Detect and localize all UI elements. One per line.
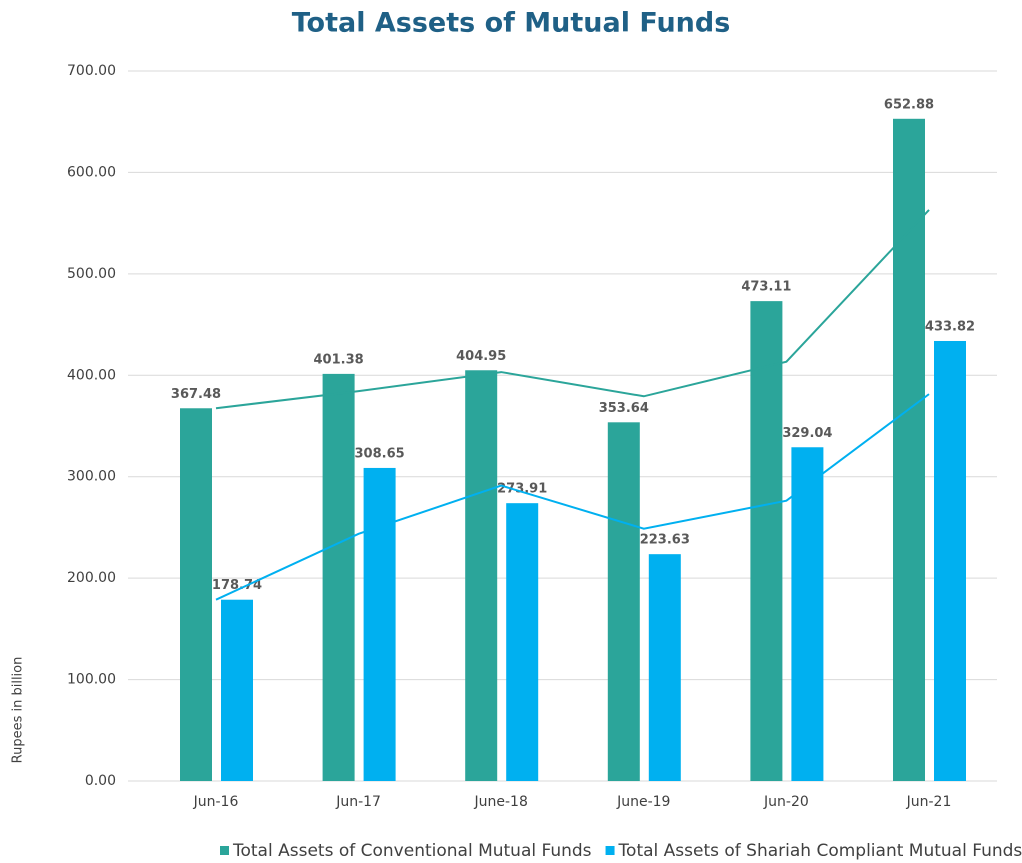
y-tick-label: 700.00 — [67, 63, 116, 79]
legend-label: Total Assets of Conventional Mutual Fund… — [232, 841, 592, 861]
value-label: 401.38 — [314, 352, 364, 367]
bar — [607, 422, 640, 781]
bar — [221, 599, 253, 781]
bar — [363, 467, 396, 781]
trend-line — [215, 393, 930, 601]
y-tick-label: 200.00 — [67, 570, 116, 586]
bar — [934, 340, 966, 781]
x-tick-label: Jun-21 — [906, 794, 952, 810]
bar — [506, 503, 539, 781]
y-tick-label: 100.00 — [67, 672, 116, 688]
y-axis-label: Rupees in billion — [11, 657, 26, 764]
bar — [893, 118, 925, 781]
value-label: 178.74 — [212, 578, 262, 593]
value-label: 308.65 — [355, 446, 405, 461]
y-tick-label: 600.00 — [67, 164, 116, 180]
bar — [648, 554, 681, 781]
bar — [465, 370, 498, 781]
value-label: 652.88 — [884, 97, 934, 112]
value-label: 404.95 — [456, 349, 506, 364]
x-tick-label: Jun-20 — [763, 794, 809, 810]
bar — [180, 408, 212, 781]
x-tick-label: June-18 — [474, 794, 528, 810]
value-label: 473.11 — [741, 280, 791, 295]
value-label: 223.63 — [640, 533, 690, 548]
chart-title: Total Assets of Mutual Funds — [292, 8, 731, 39]
y-tick-label: 300.00 — [67, 469, 116, 485]
y-tick-label: 400.00 — [67, 367, 116, 383]
value-label: 353.64 — [599, 401, 649, 416]
legend-swatch — [220, 846, 229, 855]
trend-line — [215, 209, 930, 410]
value-label: 433.82 — [925, 319, 975, 334]
legend-label: Total Assets of Shariah Compliant Mutual… — [618, 841, 1022, 861]
bar — [322, 373, 355, 781]
value-label: 329.04 — [782, 426, 832, 441]
value-label: 273.91 — [497, 482, 547, 497]
bar — [750, 301, 783, 781]
x-tick-label: Jun-17 — [335, 794, 381, 810]
bar — [791, 447, 824, 781]
y-tick-label: 500.00 — [67, 266, 116, 282]
y-tick-label: 0.00 — [85, 773, 116, 789]
x-tick-label: Jun-16 — [193, 794, 239, 810]
x-tick-label: June-19 — [616, 794, 670, 810]
legend-swatch — [605, 846, 615, 855]
value-label: 367.48 — [171, 387, 221, 402]
